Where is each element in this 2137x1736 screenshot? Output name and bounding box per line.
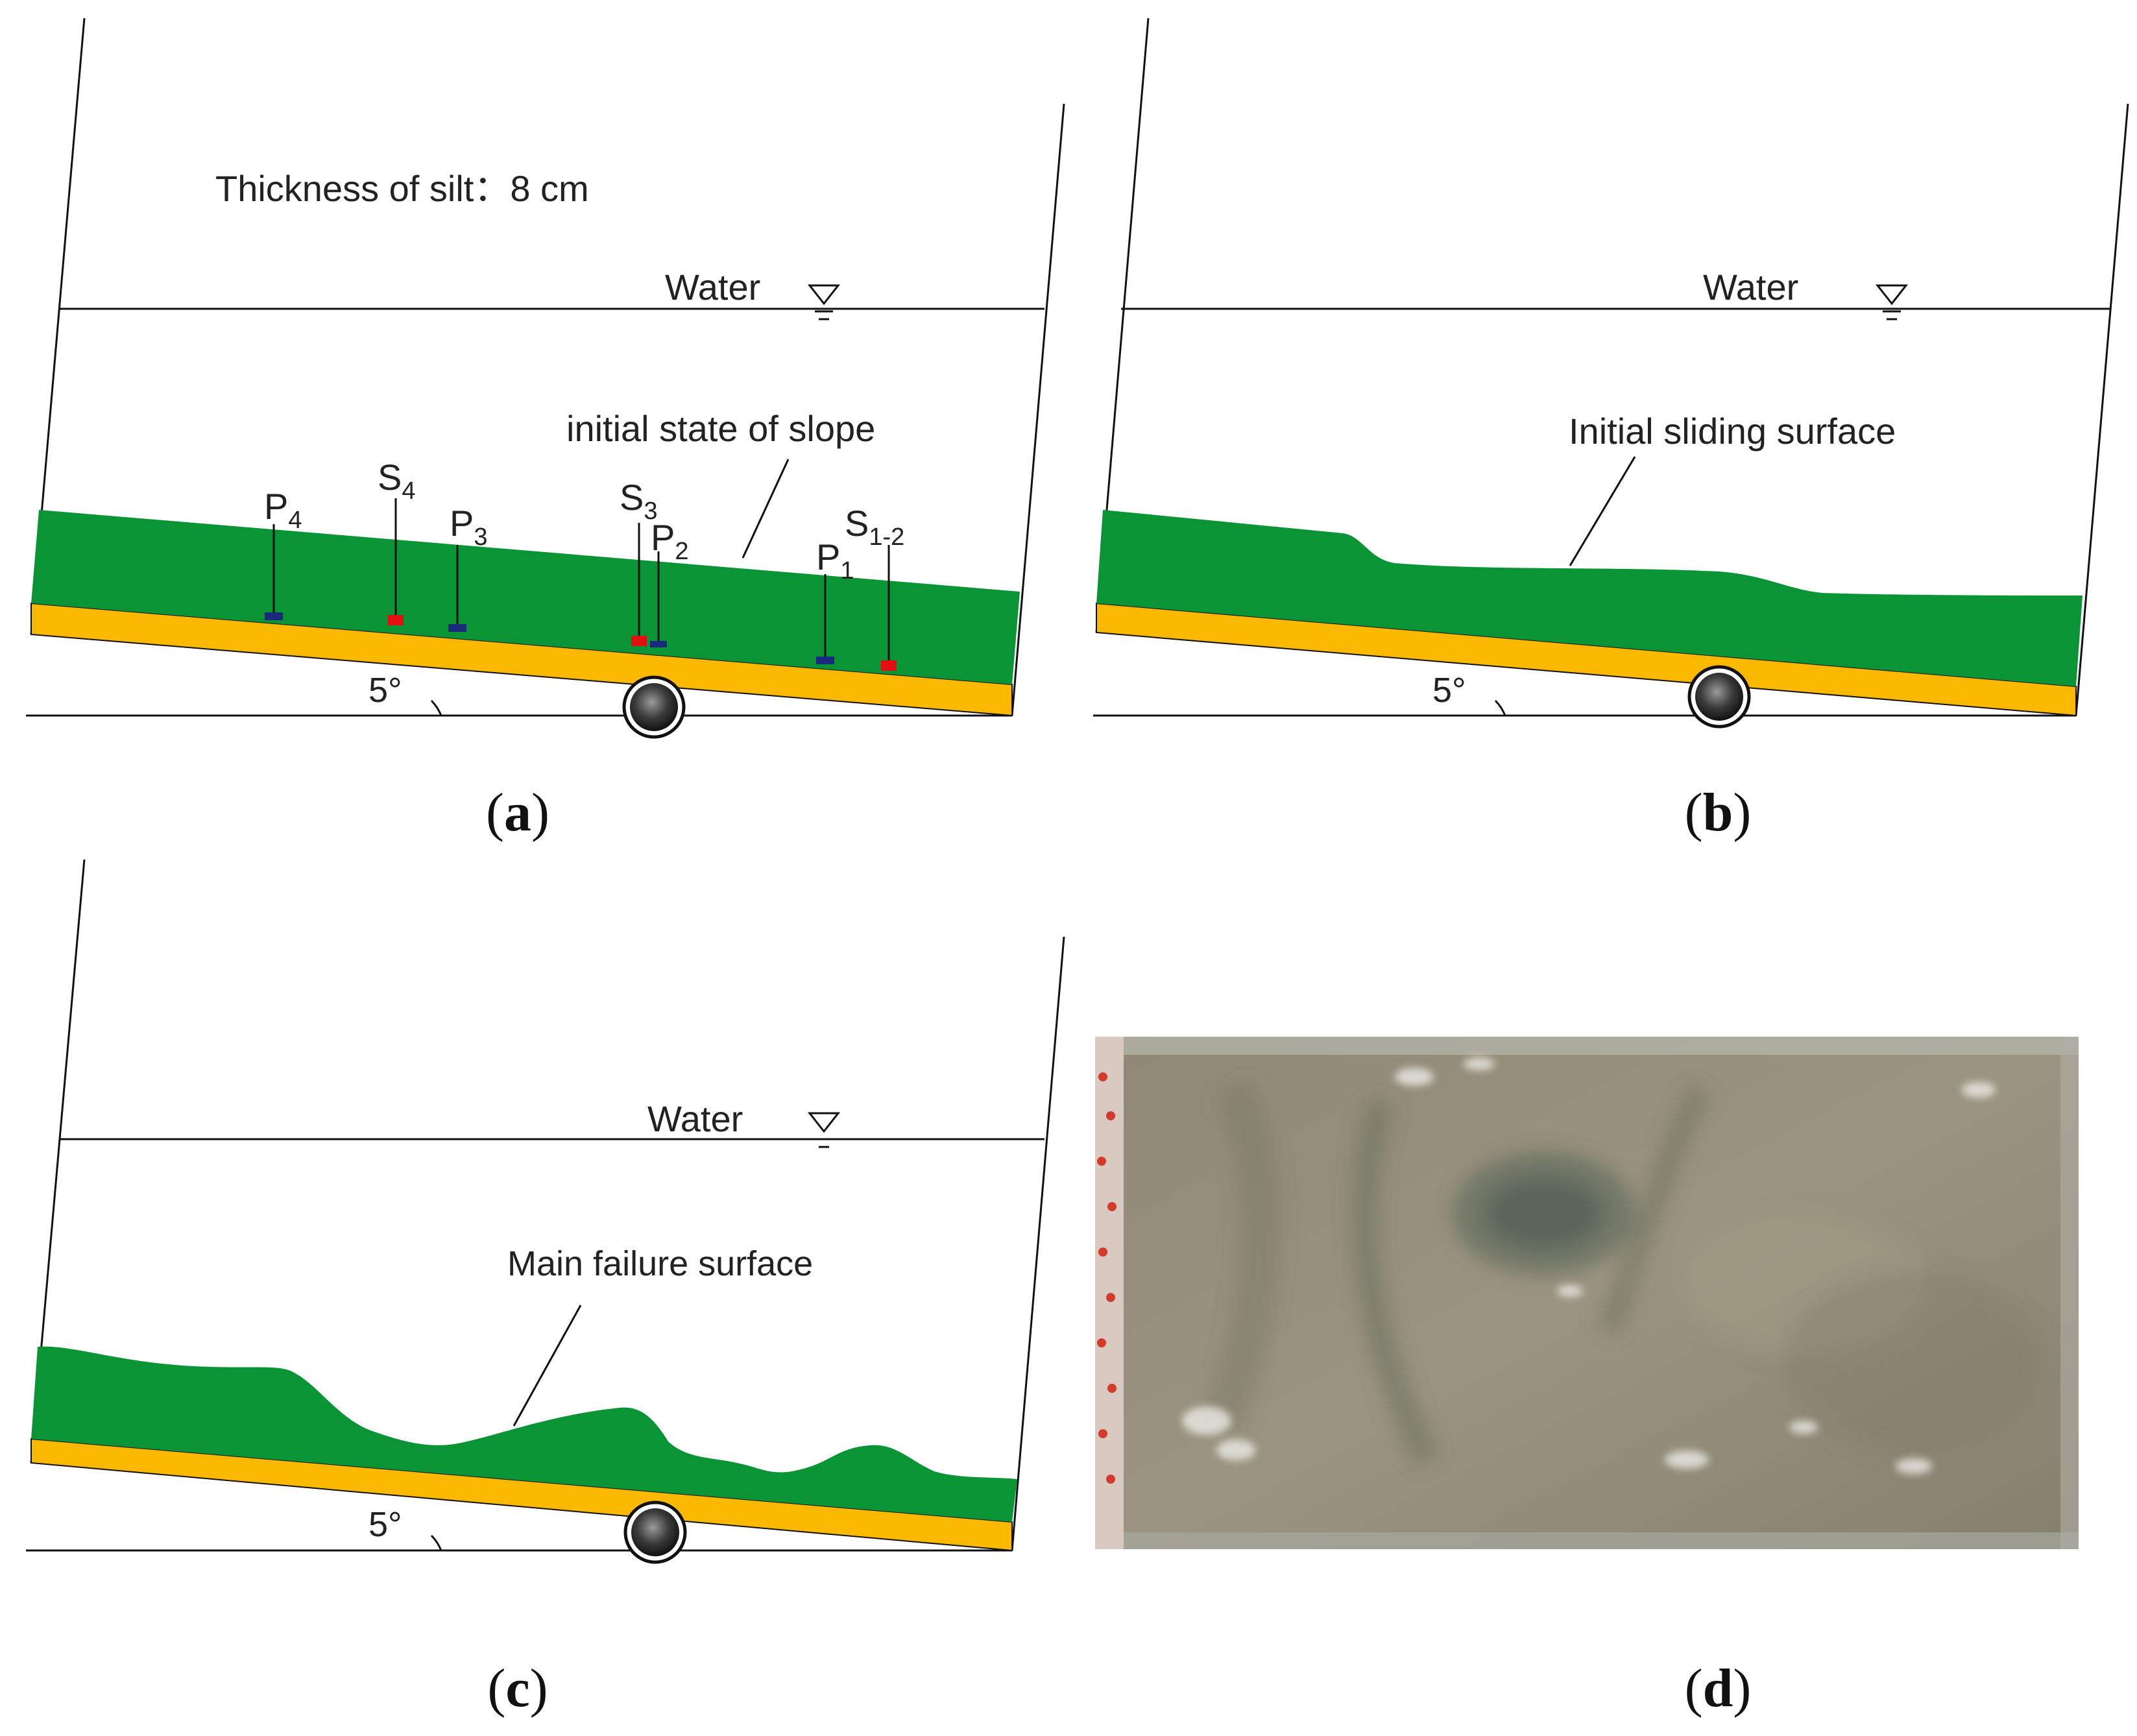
water-label-a: Water bbox=[665, 267, 760, 307]
sensor-s1-2: S1-2 bbox=[845, 503, 904, 671]
sensor-p4: P4 bbox=[264, 486, 302, 620]
angle-label-a: 5° bbox=[368, 671, 402, 710]
failure-surface-leader-line bbox=[513, 1305, 582, 1427]
slope-leader-line bbox=[742, 459, 790, 559]
angle-arc-b bbox=[1494, 699, 1506, 716]
silt-layer-a bbox=[31, 510, 1020, 684]
slope-state-label: initial state of slope bbox=[566, 408, 875, 449]
stress-sensor-s1-2 bbox=[881, 660, 897, 671]
sensor-label-p4: P4 bbox=[264, 486, 302, 534]
pore-pressure-sensor-p4 bbox=[265, 612, 283, 620]
stress-sensor-s4 bbox=[388, 615, 404, 625]
water-label-c: Water bbox=[647, 1098, 743, 1139]
pore-pressure-sensor-p3 bbox=[448, 624, 466, 632]
tank-right-wall bbox=[1011, 936, 1065, 1551]
failure-surface-label: Main failure surface bbox=[507, 1244, 813, 1283]
pore-pressure-sensor-p1 bbox=[816, 657, 834, 664]
sensor-label-p3: P3 bbox=[450, 503, 488, 551]
water-level-triangle-icon bbox=[1875, 284, 1909, 320]
panel-a: 5° Water Thickness of silt：8 cm initial … bbox=[26, 18, 1065, 843]
angle-label-c: 5° bbox=[368, 1505, 402, 1544]
sensor-label-s4: S4 bbox=[378, 457, 416, 505]
water-label-b: Water bbox=[1703, 267, 1798, 307]
sensor-p3: P3 bbox=[448, 503, 488, 632]
water-level-triangle-icon bbox=[807, 284, 841, 320]
silt-thickness-label: Thickness of silt：8 cm bbox=[215, 168, 589, 209]
water-level-triangle-icon bbox=[807, 1112, 841, 1148]
sliding-surface-label: Initial sliding surface bbox=[1569, 411, 1896, 452]
silt-layer-b bbox=[1096, 510, 2083, 686]
tank-right-wall bbox=[1011, 103, 1065, 716]
sediment-pattern bbox=[1201, 1081, 2044, 1465]
panel-c: 5° Water Main failure surface (c) bbox=[26, 859, 1065, 1718]
photo-right-edge bbox=[2060, 1037, 2079, 1549]
angle-arc-c bbox=[430, 1534, 442, 1551]
angle-label-b: 5° bbox=[1432, 671, 1466, 710]
pore-pressure-sensor-p2 bbox=[650, 641, 667, 647]
hinge-pivot-icon bbox=[623, 1501, 687, 1564]
sensor-p1: P1 bbox=[816, 536, 854, 664]
sensor-s3: S3 bbox=[620, 477, 658, 646]
silt-layer-c bbox=[31, 1346, 1017, 1522]
photo-left-edge bbox=[1095, 1037, 1124, 1549]
water-glare bbox=[1182, 1057, 1996, 1474]
sensor-label-p1: P1 bbox=[816, 536, 854, 585]
tank-outline-c bbox=[26, 859, 1065, 1552]
sensor-label-p2: P2 bbox=[651, 517, 689, 565]
panel-b: 5° Water Initial sliding surface (b) bbox=[1093, 18, 2129, 843]
tank-right-wall bbox=[2075, 103, 2129, 716]
sensor-s4: S4 bbox=[378, 457, 416, 625]
experiment-photo bbox=[1095, 1037, 2079, 1549]
sensor-label-s3: S3 bbox=[620, 477, 658, 525]
caption-d: (d) bbox=[1685, 1658, 1752, 1718]
sensor-cables bbox=[1097, 1072, 1117, 1484]
angle-arc-a bbox=[430, 699, 442, 716]
panel-d: (d) bbox=[1095, 1037, 2079, 1718]
caption-c: (c) bbox=[487, 1658, 548, 1718]
hinge-pivot-icon bbox=[1687, 665, 1751, 729]
stress-sensor-s3 bbox=[631, 636, 647, 646]
caption-b: (b) bbox=[1685, 782, 1752, 843]
hinge-pivot-icon bbox=[622, 675, 686, 739]
photo-top-edge bbox=[1095, 1037, 2079, 1055]
caption-a: (a) bbox=[486, 782, 549, 843]
sensor-p2: P2 bbox=[650, 517, 689, 647]
photo-bottom-edge bbox=[1095, 1532, 2079, 1549]
sliding-surface-leader-line bbox=[1569, 456, 1636, 566]
sensor-label-s1-2: S1-2 bbox=[845, 503, 904, 551]
